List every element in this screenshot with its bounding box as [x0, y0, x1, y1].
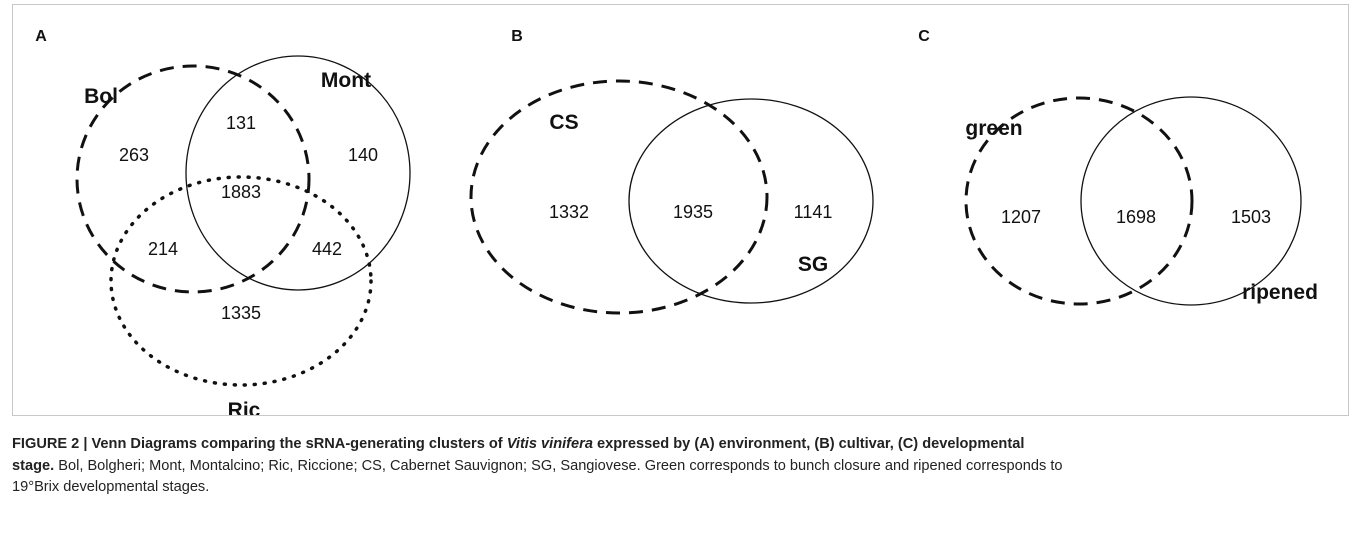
- panel-c: C green ripened 1207 1698 1503: [918, 28, 1318, 306]
- caption-text: Vitis vinifera: [506, 436, 593, 452]
- set-circle: [628, 98, 874, 304]
- region-count: 131: [226, 113, 256, 133]
- caption-line: stage. Bol, Bolgheri; Mont, Montalcino; …: [12, 456, 1347, 478]
- region-count: 140: [348, 145, 378, 165]
- set-circle: [109, 175, 373, 387]
- set-label: green: [965, 117, 1022, 140]
- set-circle: [75, 64, 311, 294]
- set-label: Mont: [321, 69, 371, 92]
- set-label: Ric: [228, 399, 261, 416]
- caption: FIGURE 2 | Venn Diagrams comparing the s…: [12, 434, 1347, 499]
- caption-text: FIGURE 2 | Venn Diagrams comparing the s…: [12, 436, 507, 452]
- panel-letter: B: [511, 28, 523, 45]
- figure: A Bol Mont Ric 131 263 140 1883 214 442 …: [12, 4, 1349, 416]
- panel-letter: A: [35, 28, 47, 45]
- region-count: 1883: [221, 182, 261, 202]
- set-label: ripened: [1242, 281, 1318, 304]
- panel-b: B CS SG 1332 1935 1141: [469, 28, 874, 315]
- caption-text: expressed by (A) environment, (B) cultiv…: [592, 436, 1025, 452]
- set-circle: [469, 79, 769, 315]
- region-count: 263: [119, 145, 149, 165]
- region-count: 214: [148, 239, 178, 259]
- set-circle: [1080, 96, 1302, 306]
- region-count: 1207: [1001, 207, 1041, 227]
- region-count: 1698: [1116, 207, 1156, 227]
- region-count: 1332: [549, 202, 589, 222]
- region-count: 1335: [221, 303, 261, 323]
- set-circle: [185, 55, 411, 291]
- set-label: SG: [798, 253, 828, 276]
- caption-line: 19°Brix developmental stages.: [12, 477, 1347, 499]
- caption-text: 19°Brix developmental stages.: [12, 479, 210, 495]
- region-count: 1141: [794, 202, 833, 222]
- panel-a: A Bol Mont Ric 131 263 140 1883 214 442 …: [35, 28, 411, 416]
- caption-text: stage.: [12, 457, 55, 474]
- region-count: 1503: [1231, 207, 1271, 227]
- region-count: 442: [312, 239, 342, 259]
- caption-line: FIGURE 2 | Venn Diagrams comparing the s…: [12, 434, 1347, 456]
- caption-text: Bol, Bolgheri; Mont, Montalcino; Ric, Ri…: [54, 457, 1063, 474]
- set-label: Bol: [84, 85, 118, 108]
- set-circle: [964, 96, 1194, 306]
- set-label: CS: [549, 111, 578, 134]
- region-count: 1935: [673, 202, 713, 222]
- panel-letter: C: [918, 28, 930, 45]
